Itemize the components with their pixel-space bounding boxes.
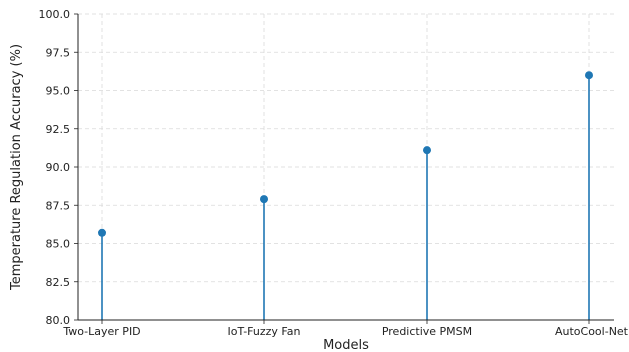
y-tick-label: 80.0 bbox=[46, 314, 71, 327]
data-stems bbox=[98, 71, 593, 320]
y-tick-label: 97.5 bbox=[46, 46, 71, 59]
y-tick-label: 82.5 bbox=[46, 276, 71, 289]
x-tick-label: Two-Layer PID bbox=[62, 325, 140, 338]
y-tick-label: 85.0 bbox=[46, 238, 71, 251]
y-tick-label: 95.0 bbox=[46, 85, 71, 98]
y-tick-label: 87.5 bbox=[46, 199, 71, 212]
x-axis-ticks: Two-Layer PID IoT-Fuzzy Fan Predictive PMS… bbox=[62, 320, 629, 338]
y-axis-title: Temperature Regulation Accuracy (%) bbox=[9, 44, 24, 291]
stem-marker bbox=[98, 228, 106, 237]
x-tick-label: Predictive PMSM bbox=[382, 325, 472, 338]
y-tick-label: 100.0 bbox=[39, 8, 71, 21]
stem-marker bbox=[423, 146, 431, 155]
y-axis-ticks: 80.0 82.5 85.0 87.5 90.0 92.5 95.0 97.5 100.0 bbox=[39, 8, 78, 327]
x-axis-title: Models bbox=[323, 338, 369, 352]
y-tick-label: 90.0 bbox=[46, 161, 71, 174]
stem-marker bbox=[260, 195, 268, 204]
x-tick-label: AutoCool-Net bbox=[555, 325, 629, 338]
y-tick-label: 92.5 bbox=[46, 123, 71, 136]
stem-marker bbox=[585, 71, 593, 80]
x-tick-label: IoT-Fuzzy Fan bbox=[228, 325, 301, 338]
grid-lines bbox=[78, 13, 614, 321]
